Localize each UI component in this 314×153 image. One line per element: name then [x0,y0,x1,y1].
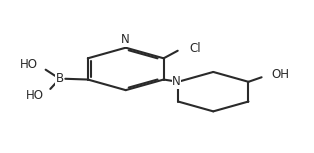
Text: Cl: Cl [189,42,201,55]
Text: HO: HO [26,89,44,102]
Text: B: B [56,72,64,85]
Text: OH: OH [271,69,289,82]
Text: HO: HO [20,58,38,71]
Text: N: N [122,33,130,46]
Text: N: N [172,75,181,88]
